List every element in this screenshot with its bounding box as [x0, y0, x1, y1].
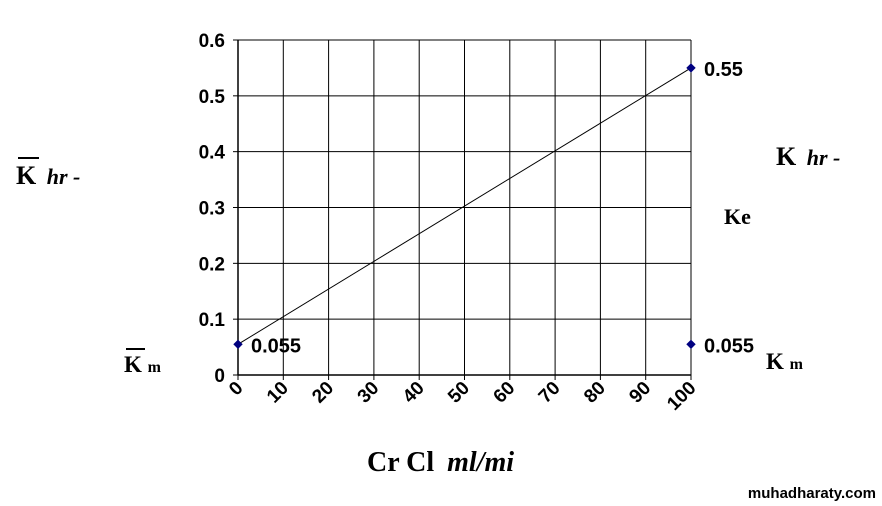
x-tick-label: 10	[263, 378, 293, 408]
x-label-unit: ml/mi	[447, 447, 514, 478]
svg-text:K m: K m	[124, 352, 162, 377]
x-tick-labels: 0 10 20 30 40 50 60 70 80 90 100	[225, 378, 700, 415]
y-tick-labels: 0 0.1 0.2 0.3 0.4 0.5 0.6	[199, 31, 226, 387]
left-bottom-label-sub: m	[148, 359, 162, 376]
data-point-marker	[686, 339, 696, 349]
y-tick-label: 0	[214, 366, 225, 387]
x-axis-label: Cr Cl ml/mi	[367, 447, 514, 478]
left-bottom-label: K m	[124, 348, 162, 377]
right-bottom-label-main: K	[766, 349, 784, 374]
data-points: 0.055 0.55 0.055	[233, 59, 754, 357]
x-tick-label: 0	[225, 378, 247, 400]
x-tick-label: 90	[625, 378, 655, 408]
grid	[237, 39, 692, 376]
left-label-main: K	[16, 161, 37, 190]
x-tick-label: 50	[444, 378, 474, 408]
watermark: muhadharaty.com	[748, 485, 876, 502]
right-bottom-label: K m	[766, 349, 804, 374]
right-axis-label: K hr -	[776, 142, 840, 171]
y-tick-label: 0.5	[199, 87, 226, 108]
series	[237, 67, 692, 345]
x-tick-label: 40	[399, 378, 429, 408]
left-bottom-label-main: K	[124, 352, 142, 377]
right-label-main: K	[776, 142, 797, 171]
data-point-marker	[233, 339, 243, 349]
right-label-unit: hr -	[807, 145, 841, 170]
left-label-unit: hr -	[47, 164, 81, 189]
x-tick-label: 60	[490, 378, 520, 408]
x-tick-label: 30	[354, 378, 384, 408]
y-tick-label: 0.1	[199, 310, 226, 331]
data-point-marker	[686, 63, 696, 73]
svg-text:K hr -: K hr -	[16, 161, 80, 190]
data-label: 0.055	[251, 335, 301, 357]
data-label: 0.55	[704, 59, 743, 81]
axes	[233, 39, 692, 380]
right-bottom-label-sub: m	[790, 356, 804, 373]
y-tick-label: 0.6	[199, 31, 225, 52]
data-label: 0.055	[704, 335, 754, 357]
x-tick-label: 80	[580, 378, 610, 408]
left-axis-label: K hr -	[16, 157, 80, 190]
series-line	[237, 67, 692, 345]
right-mid-label: Ke	[724, 204, 751, 229]
y-tick-label: 0.2	[199, 254, 225, 275]
x-tick-label: 70	[535, 378, 565, 408]
x-label-main: Cr Cl	[367, 447, 434, 478]
x-tick-label: 100	[663, 378, 700, 415]
y-tick-label: 0.4	[199, 143, 226, 164]
x-tick-label: 20	[308, 378, 338, 408]
y-tick-label: 0.3	[199, 199, 225, 220]
